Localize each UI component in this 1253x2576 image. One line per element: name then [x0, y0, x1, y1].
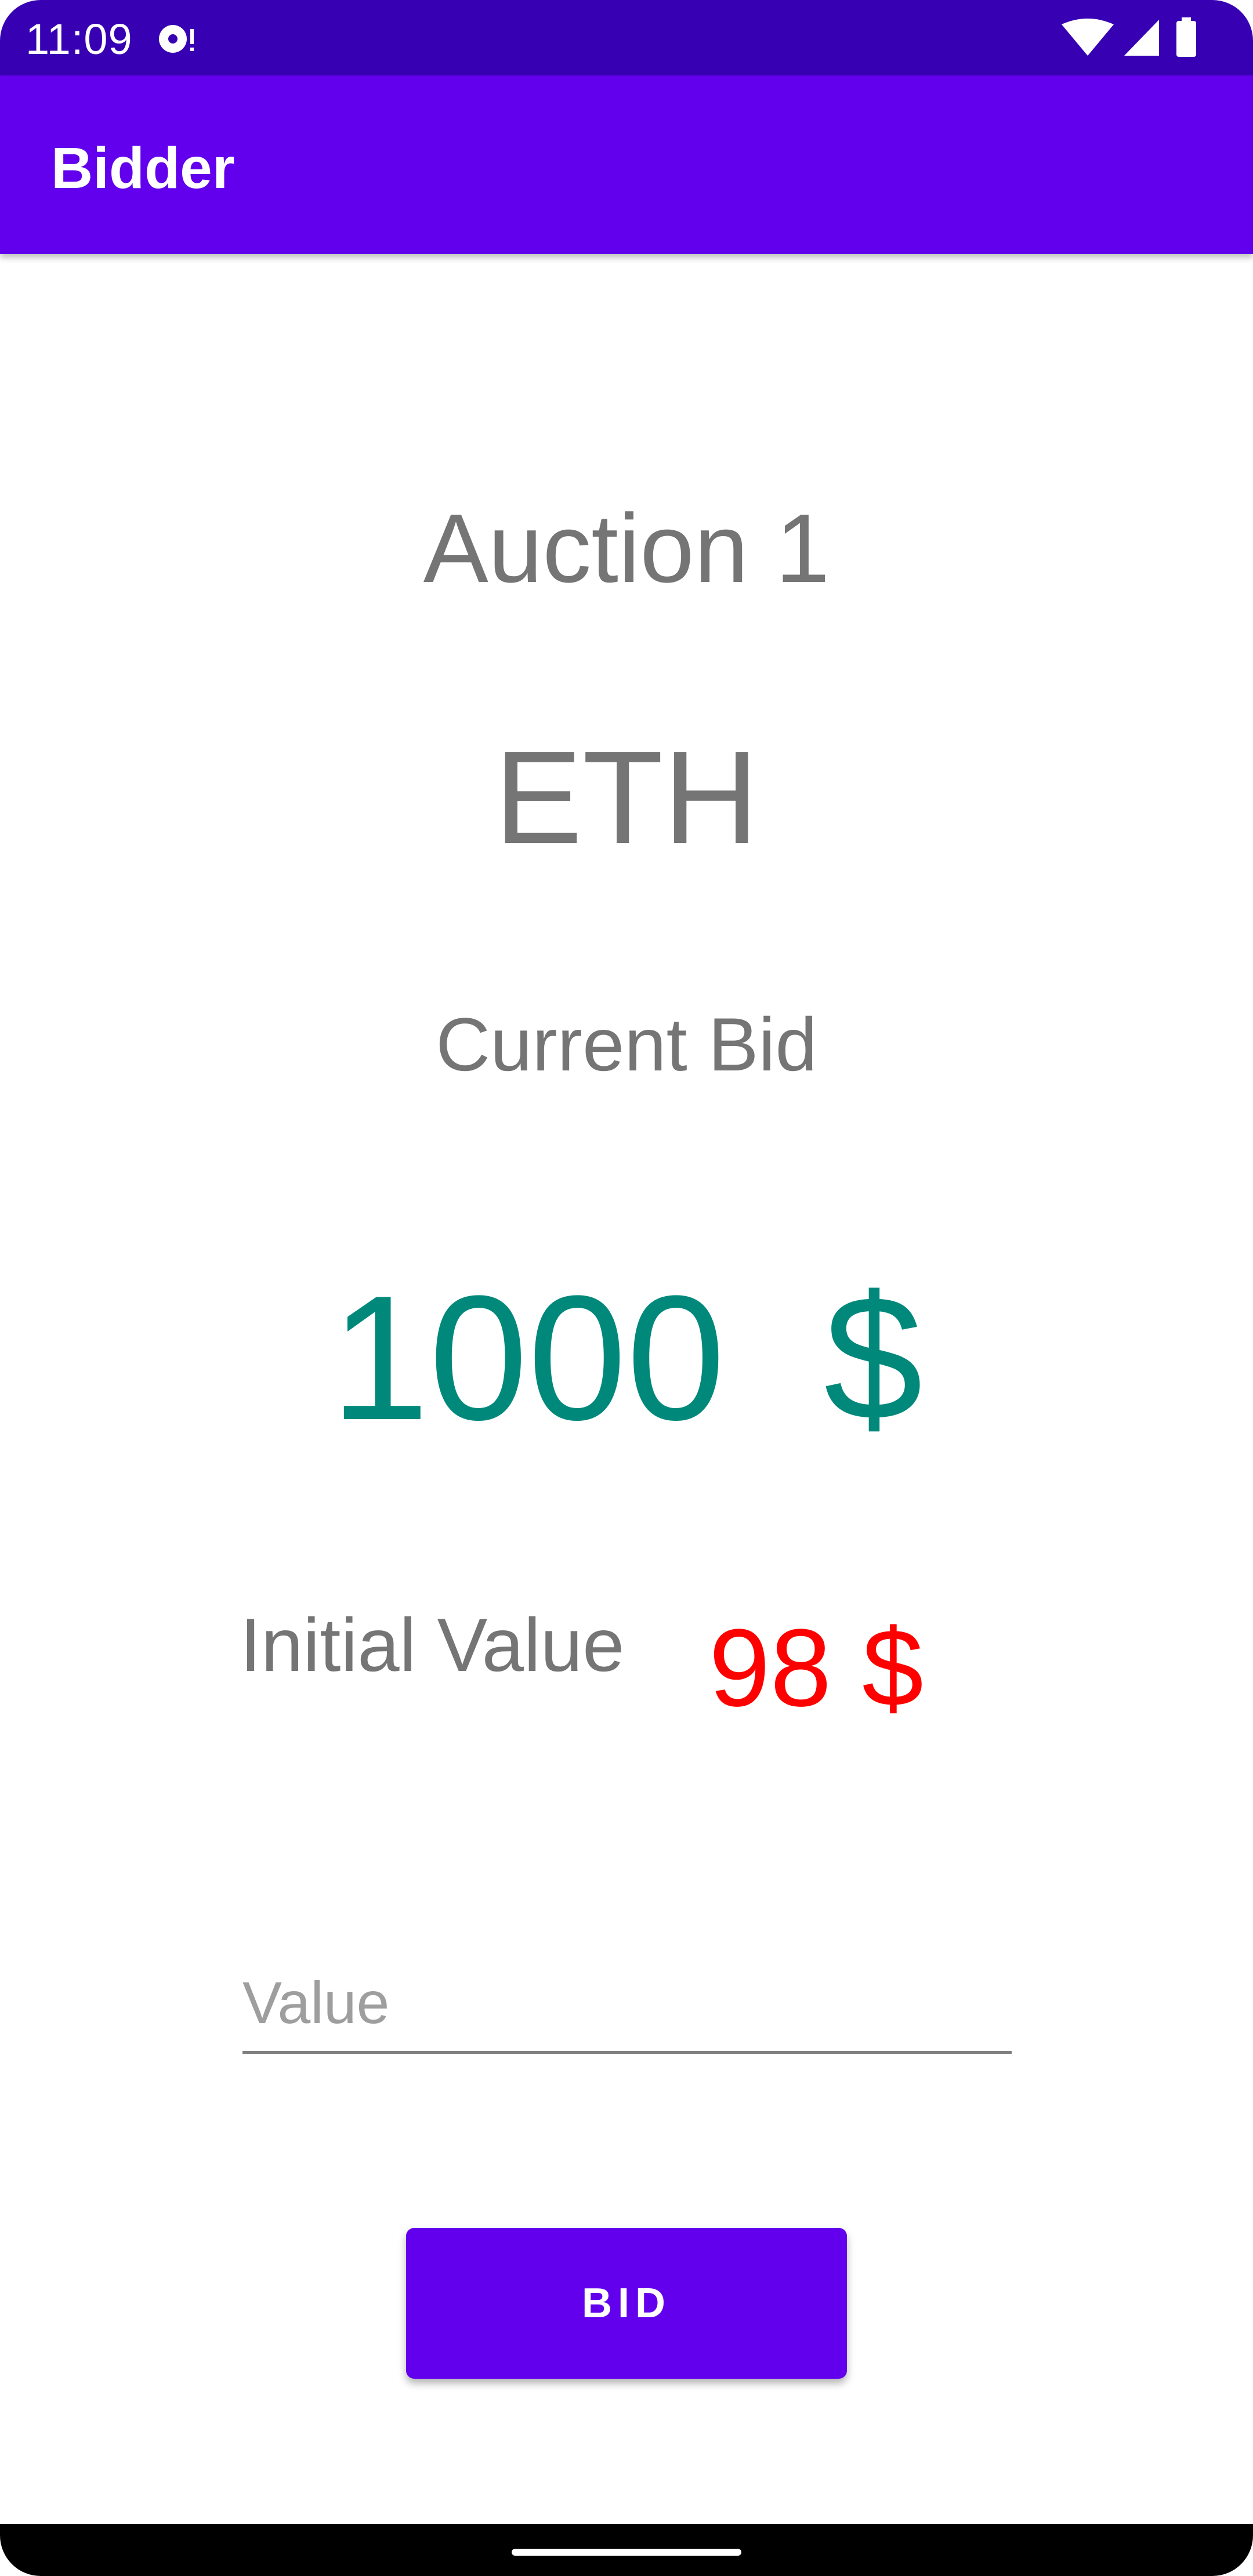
bid-button[interactable]: BID: [406, 2228, 847, 2379]
initial-value-amount: 98 $: [709, 1607, 924, 1730]
app-title: Bidder: [51, 136, 235, 201]
signal-icon: [1124, 20, 1159, 56]
home-indicator[interactable]: [512, 2549, 741, 2556]
battery-icon: [1176, 17, 1196, 57]
status-time: 11:09: [26, 15, 133, 63]
currency-label: ETH: [494, 724, 759, 871]
current-bid-amount: 1000 $: [330, 1258, 923, 1457]
current-bid-label: Current Bid: [436, 1002, 817, 1087]
wifi-icon: [1062, 19, 1114, 56]
media-icon: [159, 25, 194, 53]
status-bar: 11:09: [0, 0, 1253, 75]
status-icons: [1062, 17, 1196, 57]
app-bar: Bidder: [0, 75, 1253, 254]
auction-title: Auction 1: [423, 494, 830, 603]
initial-value-label: Initial Value: [240, 1602, 625, 1687]
bid-value-input[interactable]: [242, 1955, 1012, 2054]
